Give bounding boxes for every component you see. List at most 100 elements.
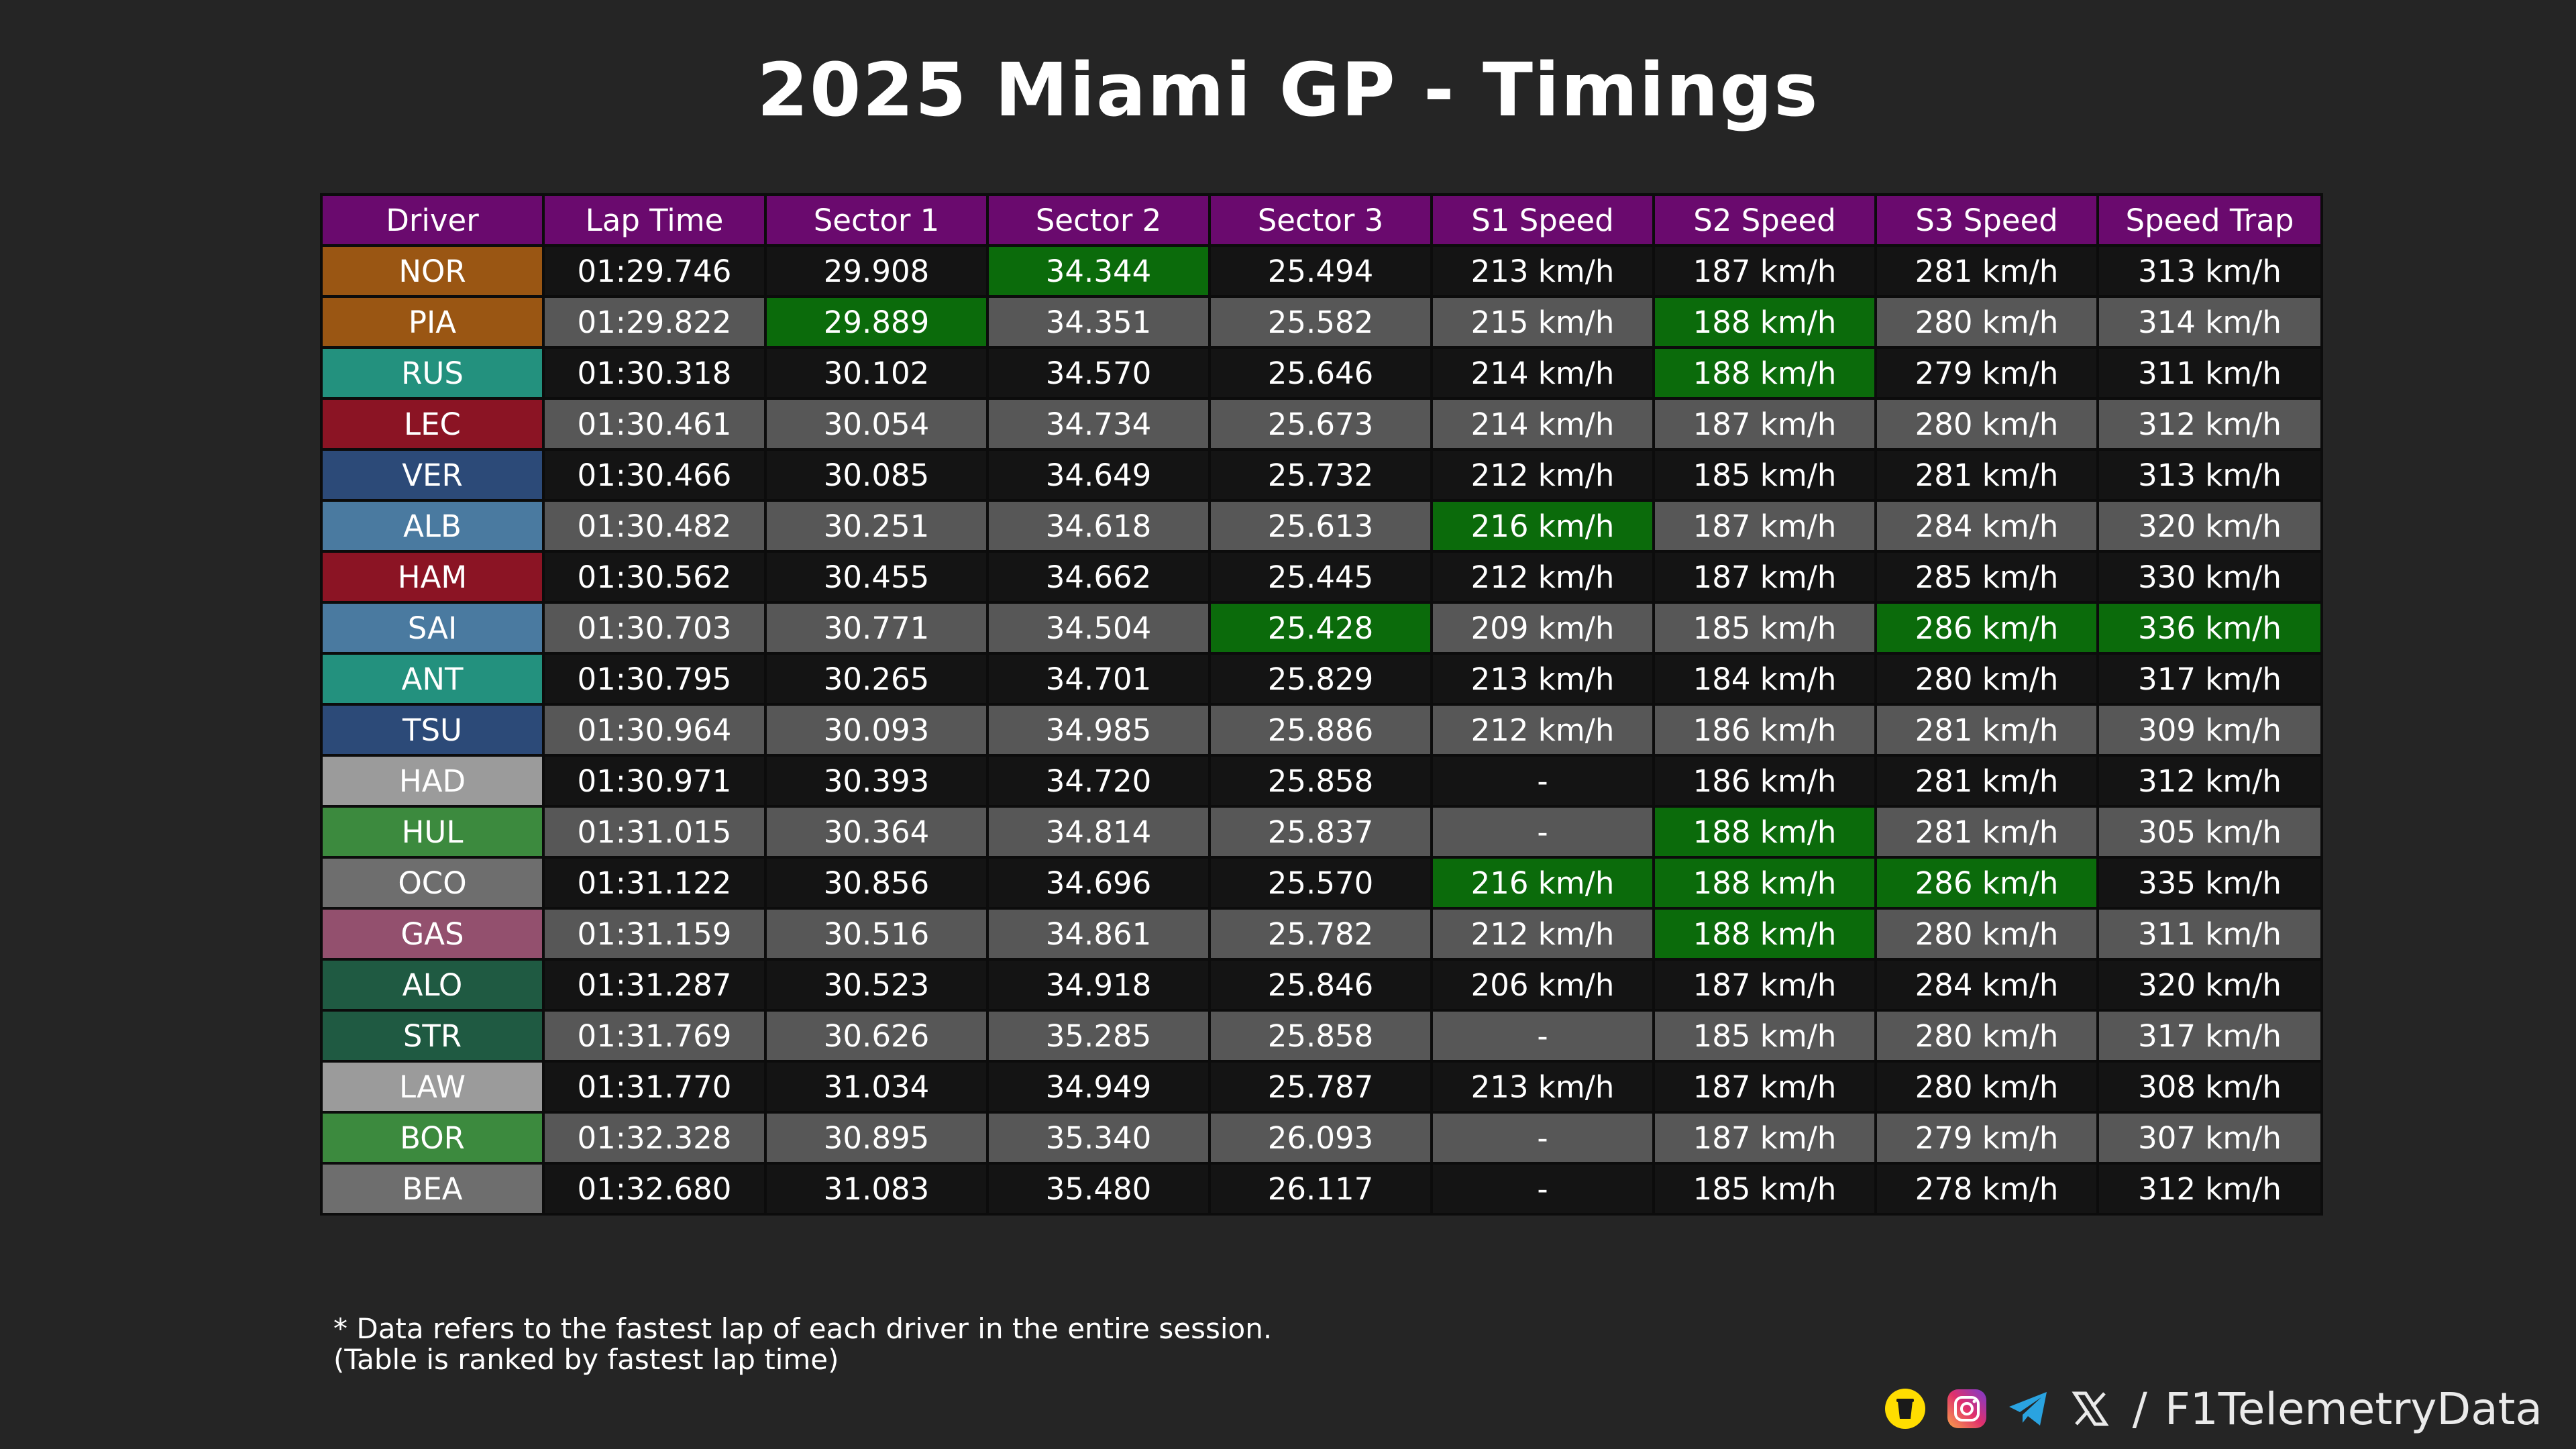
table-cell: 214 km/h <box>1430 346 1655 400</box>
table-cell: 308 km/h <box>2096 1060 2323 1114</box>
table-cell: 278 km/h <box>1874 1162 2099 1216</box>
table-cell: 30.393 <box>764 754 989 808</box>
table-cell: 26.117 <box>1208 1162 1433 1216</box>
table-cell: 25.428 <box>1208 601 1433 655</box>
table-cell: 30.626 <box>764 1009 989 1063</box>
driver-cell: NOR <box>320 244 545 298</box>
table-cell: 187 km/h <box>1652 958 1877 1012</box>
table-cell: 186 km/h <box>1652 703 1877 757</box>
table-cell: 25.445 <box>1208 550 1433 604</box>
table-cell: 01:29.746 <box>542 244 767 298</box>
table-cell: 34.662 <box>986 550 1211 604</box>
driver-cell: GAS <box>320 907 545 961</box>
table-cell: 286 km/h <box>1874 601 2099 655</box>
x-icon[interactable] <box>2068 1387 2112 1431</box>
instagram-icon[interactable] <box>1945 1387 1989 1431</box>
table-cell: 212 km/h <box>1430 550 1655 604</box>
driver-cell: RUS <box>320 346 545 400</box>
table-cell: 34.701 <box>986 652 1211 706</box>
table-cell: 320 km/h <box>2096 958 2323 1012</box>
brand-handle[interactable]: F1TelemetryData <box>2164 1383 2542 1435</box>
driver-cell: ANT <box>320 652 545 706</box>
table-cell: 01:31.015 <box>542 805 767 859</box>
table-row: HAM 01:30.562 30.455 34.662 25.445 212 km/h 18… <box>320 550 2323 604</box>
table-cell: 216 km/h <box>1430 856 1655 910</box>
branding: / F1TelemetryData <box>1883 1382 2542 1436</box>
table-cell: 280 km/h <box>1874 652 2099 706</box>
telegram-icon[interactable] <box>2006 1387 2051 1431</box>
table-cell: 25.886 <box>1208 703 1433 757</box>
table-cell: 34.949 <box>986 1060 1211 1114</box>
table-cell: 34.985 <box>986 703 1211 757</box>
table-cell: 25.782 <box>1208 907 1433 961</box>
table-row: RUS 01:30.318 30.102 34.570 25.646 214 km/h 18… <box>320 346 2323 400</box>
table-cell: 01:30.971 <box>542 754 767 808</box>
table-cell: 30.265 <box>764 652 989 706</box>
table-row: SAI 01:30.703 30.771 34.504 25.428 209 km/h 18… <box>320 601 2323 655</box>
column-header: Sector 3 <box>1208 193 1433 247</box>
table-cell: 34.570 <box>986 346 1211 400</box>
table-cell: 30.856 <box>764 856 989 910</box>
column-header: Speed Trap <box>2096 193 2323 247</box>
table-row: OCO 01:31.122 30.856 34.696 25.570 216 km/h 18… <box>320 856 2323 910</box>
column-header: Sector 2 <box>986 193 1211 247</box>
table-cell: 30.516 <box>764 907 989 961</box>
table-cell: 34.918 <box>986 958 1211 1012</box>
table-cell: 280 km/h <box>1874 1009 2099 1063</box>
table-cell: 214 km/h <box>1430 397 1655 451</box>
table-cell: 30.455 <box>764 550 989 604</box>
table-cell: 185 km/h <box>1652 601 1877 655</box>
table-cell: 212 km/h <box>1430 907 1655 961</box>
table-row: ALO 01:31.287 30.523 34.918 25.846 206 km/h 18… <box>320 958 2323 1012</box>
table-cell: 213 km/h <box>1430 652 1655 706</box>
table-cell: 313 km/h <box>2096 448 2323 502</box>
table-cell: 215 km/h <box>1430 295 1655 349</box>
column-header: S1 Speed <box>1430 193 1655 247</box>
table-cell: 209 km/h <box>1430 601 1655 655</box>
table-row: LEC 01:30.461 30.054 34.734 25.673 214 km/h 18… <box>320 397 2323 451</box>
table-cell: 29.889 <box>764 295 989 349</box>
table-cell: 01:30.466 <box>542 448 767 502</box>
table-cell: 330 km/h <box>2096 550 2323 604</box>
table-cell: 34.504 <box>986 601 1211 655</box>
table-cell: 212 km/h <box>1430 448 1655 502</box>
table-cell: - <box>1430 1162 1655 1216</box>
table-row: VER 01:30.466 30.085 34.649 25.732 212 km/h 18… <box>320 448 2323 502</box>
table-cell: 317 km/h <box>2096 652 2323 706</box>
table-cell: 30.523 <box>764 958 989 1012</box>
table-cell: - <box>1430 1009 1655 1063</box>
table-row: BOR 01:32.328 30.895 35.340 26.093-187 km/h 2… <box>320 1111 2323 1165</box>
table-cell: 314 km/h <box>2096 295 2323 349</box>
table-cell: 34.618 <box>986 499 1211 553</box>
table-cell: 188 km/h <box>1652 907 1877 961</box>
table-cell: 279 km/h <box>1874 1111 2099 1165</box>
table-cell: - <box>1430 1111 1655 1165</box>
table-body: NOR 01:29.746 29.908 34.344 25.494 213 km/h 18… <box>320 244 2323 1216</box>
table-cell: 34.344 <box>986 244 1211 298</box>
table-cell: 286 km/h <box>1874 856 2099 910</box>
table-cell: 311 km/h <box>2096 907 2323 961</box>
table-cell: 25.646 <box>1208 346 1433 400</box>
column-header: S2 Speed <box>1652 193 1877 247</box>
table-cell: 320 km/h <box>2096 499 2323 553</box>
table-cell: 31.083 <box>764 1162 989 1216</box>
table-cell: 25.837 <box>1208 805 1433 859</box>
buymeacoffee-icon[interactable] <box>1883 1387 1927 1431</box>
table-cell: 312 km/h <box>2096 754 2323 808</box>
table-cell: 311 km/h <box>2096 346 2323 400</box>
column-header: Driver <box>320 193 545 247</box>
table-cell: 29.908 <box>764 244 989 298</box>
table-cell: 185 km/h <box>1652 448 1877 502</box>
table-cell: 312 km/h <box>2096 1162 2323 1216</box>
table-cell: 25.787 <box>1208 1060 1433 1114</box>
table-cell: 01:30.795 <box>542 652 767 706</box>
table-cell: 307 km/h <box>2096 1111 2323 1165</box>
table-cell: 30.251 <box>764 499 989 553</box>
table-cell: 280 km/h <box>1874 397 2099 451</box>
driver-cell: OCO <box>320 856 545 910</box>
table-cell: 35.340 <box>986 1111 1211 1165</box>
table-row: TSU 01:30.964 30.093 34.985 25.886 212 km/h 18… <box>320 703 2323 757</box>
table-header-row: Driver Lap Time Sector 1 Sector 2 Sector 3 S1… <box>320 193 2323 247</box>
table-cell: 281 km/h <box>1874 754 2099 808</box>
driver-cell: LEC <box>320 397 545 451</box>
